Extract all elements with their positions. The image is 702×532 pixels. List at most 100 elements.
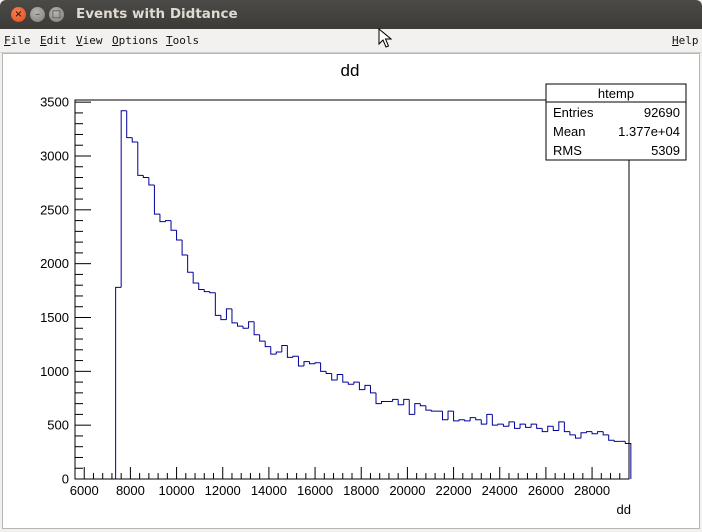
histogram-bin (253, 321, 260, 336)
histogram-bin (259, 334, 266, 342)
histogram-bin (586, 431, 593, 433)
menu-tools[interactable]: Tools (166, 34, 200, 47)
histogram-bin (126, 110, 133, 139)
histogram-bin (508, 421, 515, 427)
histogram-bin (552, 426, 559, 432)
histogram-bin (525, 424, 532, 428)
histogram-bin (242, 326, 249, 329)
histogram-bin (608, 434, 615, 441)
histogram-bin (153, 185, 160, 215)
x-tick-label: 20000 (389, 483, 425, 498)
stats-rms-value: 5309 (651, 143, 680, 158)
close-icon[interactable]: × (11, 7, 26, 22)
stats-mean-value: 1.377e+04 (618, 124, 680, 139)
stats-mean-label: Mean (553, 124, 586, 139)
histogram-bin (220, 315, 227, 321)
x-tick-label: 24000 (482, 483, 518, 498)
stats-box: htemp Entries 92690 Mean 1.377e+04 RMS 5… (545, 83, 687, 161)
histogram-bin (536, 424, 543, 429)
histogram-bin (297, 356, 304, 367)
menu-help[interactable]: Help (672, 34, 699, 47)
histogram-bin (264, 341, 271, 348)
histogram-bin (563, 421, 570, 433)
histogram-bin (569, 431, 576, 436)
histogram-bin (369, 385, 377, 394)
histogram-bin (425, 405, 432, 411)
stats-rms-label: RMS (553, 143, 582, 158)
menu-options[interactable]: Options (112, 34, 159, 47)
stats-entries-value: 92690 (644, 105, 680, 120)
mouse-pointer-icon (378, 28, 392, 48)
x-tick-label: 16000 (297, 483, 333, 498)
histogram-bin (187, 255, 194, 273)
x-axis-label: dd (617, 502, 631, 517)
window-title: Events with Didtance (76, 6, 238, 22)
histogram-bin (115, 286, 122, 479)
histogram-bin (203, 289, 210, 293)
histogram-bin (131, 137, 138, 143)
histogram-bin (364, 384, 371, 390)
histogram-bin (358, 382, 365, 391)
menu-view[interactable]: View (76, 34, 103, 47)
histogram-bin (231, 308, 238, 324)
histogram-bin (353, 381, 360, 385)
histogram-bin (159, 214, 166, 223)
histogram-bin (547, 425, 554, 432)
histogram-bin (441, 411, 449, 421)
x-tick-label: 12000 (205, 483, 241, 498)
histogram-bin (447, 410, 454, 420)
histogram-bin (486, 413, 493, 425)
x-tick-label: 14000 (251, 483, 287, 498)
x-tick-label: 18000 (343, 483, 379, 498)
minimize-icon[interactable]: – (30, 7, 45, 22)
histogram-bin (120, 110, 127, 288)
histogram-bin (303, 361, 310, 366)
histogram-bin (624, 441, 632, 479)
x-tick-label: 6000 (70, 483, 99, 498)
plot-canvas[interactable]: 6000 8000 10000 12000 14000 16000 18000 20000 22… (2, 53, 700, 529)
y-tick-label: 3000 (40, 148, 69, 163)
menu-bar: File Edit View Options Tools Help (0, 29, 702, 53)
histogram-bin (248, 321, 255, 329)
histogram-bin (497, 423, 504, 426)
histogram-bin (514, 421, 521, 429)
histogram-bin (375, 392, 382, 405)
histogram-bin (613, 440, 620, 442)
x-tick-label: 26000 (528, 483, 564, 498)
histogram-bin (597, 431, 604, 434)
histogram-bin (325, 371, 332, 374)
y-tick-label: 2000 (40, 256, 69, 271)
x-tick-label: 8000 (116, 483, 145, 498)
histogram-bin (336, 374, 343, 380)
histogram-layer (115, 110, 632, 479)
y-tick-label: 1000 (40, 364, 69, 379)
histogram-bin (430, 410, 437, 412)
histogram-bin (480, 419, 487, 425)
menu-edit[interactable]: Edit (40, 34, 67, 47)
histogram-bin (170, 220, 177, 231)
x-tick-label: 22000 (435, 483, 471, 498)
histogram-bin (591, 431, 598, 435)
x-tick-label: 10000 (158, 483, 194, 498)
menu-file[interactable]: File (4, 34, 31, 47)
histogram-bin (176, 230, 183, 241)
histogram-bin (381, 400, 388, 404)
y-tick-label: 1500 (40, 310, 69, 325)
histogram-bin (292, 355, 299, 358)
histogram-bin (414, 403, 421, 415)
histogram-bin (286, 345, 293, 358)
histogram-bin (464, 419, 471, 422)
histogram-bin (602, 431, 609, 436)
histogram-bin (192, 272, 199, 284)
histogram-bin (453, 411, 460, 422)
x-tick-label: 28000 (574, 483, 610, 498)
histogram-bin (314, 362, 321, 364)
histogram-bin (181, 239, 188, 256)
y-tick-label: 500 (47, 418, 69, 433)
maximize-icon[interactable]: □ (49, 7, 64, 22)
histogram-bin (469, 417, 476, 421)
histogram-bin (209, 291, 216, 294)
histogram-bin (558, 421, 565, 431)
histogram-bin (142, 175, 149, 179)
histogram-chart: 6000 8000 10000 12000 14000 16000 18000 20000 22… (40, 61, 687, 517)
